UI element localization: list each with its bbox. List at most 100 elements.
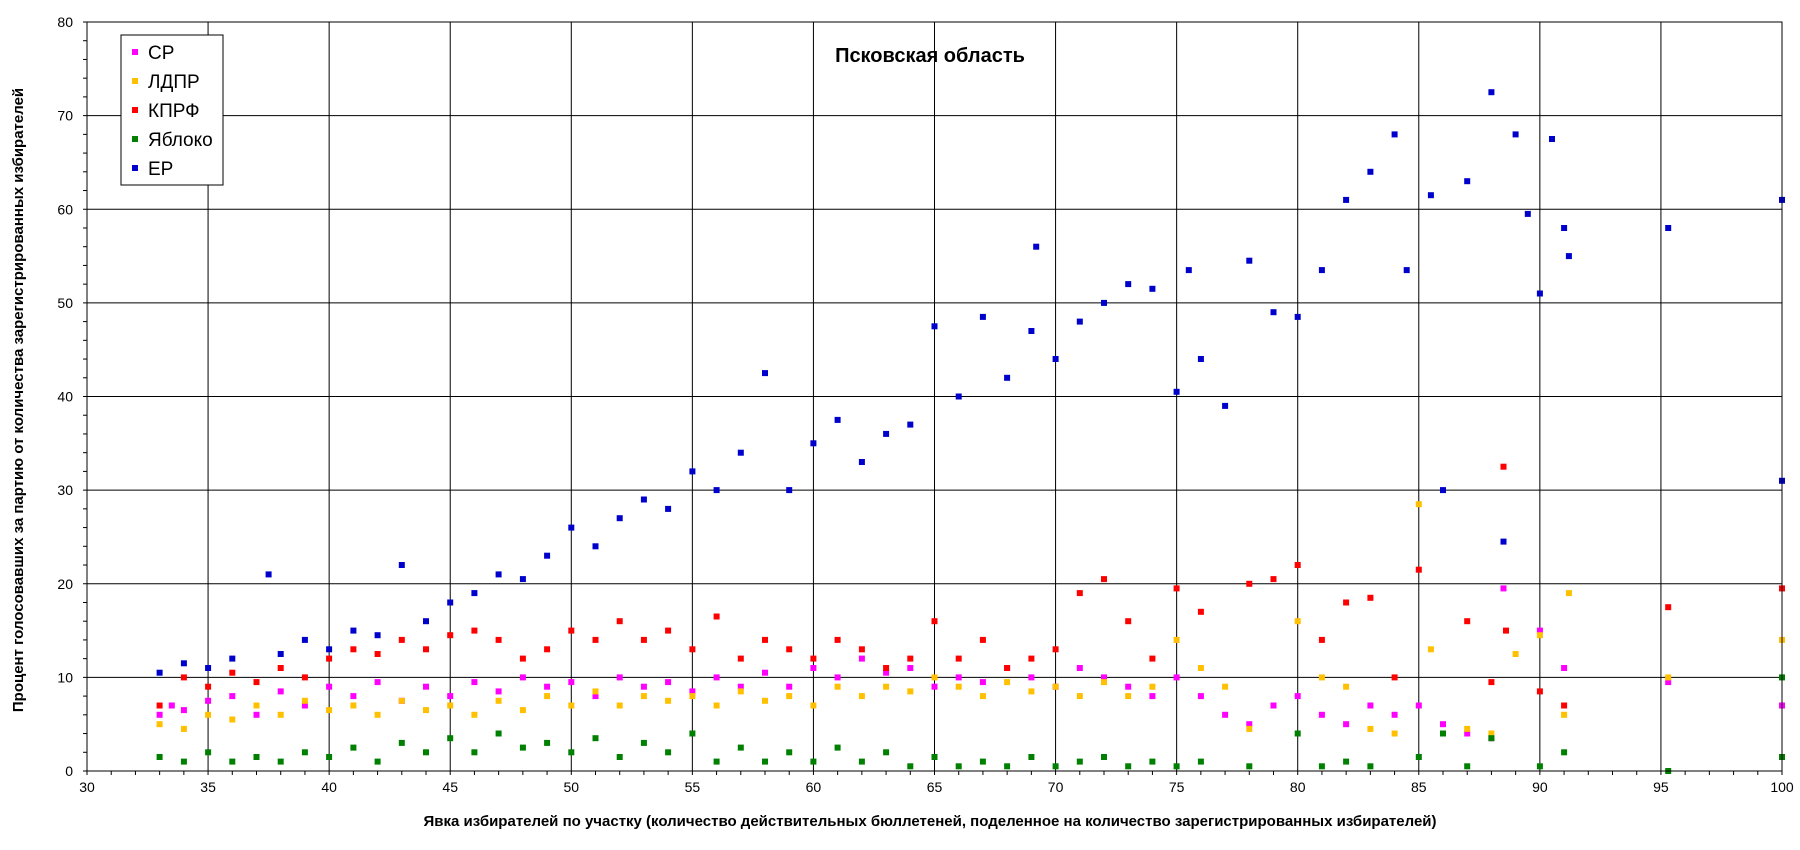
point-ЛДПР [229, 716, 236, 723]
point-Яблоко [979, 758, 986, 765]
y-tick-label: 10 [57, 669, 73, 685]
point-ЕР [1149, 285, 1156, 292]
point-ЛДПР [762, 697, 768, 704]
point-ЕР [1246, 257, 1253, 264]
point-ЕР [1464, 178, 1471, 185]
point-ЕР [301, 636, 308, 643]
point-ЛДПР [1125, 693, 1132, 700]
point-ЛДПР [592, 688, 599, 695]
point-СР [1536, 627, 1543, 634]
point-Яблоко [277, 758, 284, 765]
point-ЕР [277, 651, 284, 657]
x-tick-label: 100 [1770, 779, 1794, 795]
point-ЕР [229, 655, 236, 662]
point-ЛДПР [1076, 693, 1083, 700]
point-ЛДПР [1536, 632, 1543, 639]
point-СР [1101, 674, 1107, 681]
point-ЕР [1222, 402, 1229, 409]
point-КПРФ [447, 632, 454, 639]
point-ЛДПР [858, 693, 865, 700]
point-КПРФ [495, 636, 502, 643]
point-ЕР [1512, 131, 1519, 138]
point-СР [326, 683, 333, 690]
point-СР [447, 693, 454, 700]
x-tick-label: 40 [321, 779, 337, 795]
point-КПРФ [1125, 618, 1132, 625]
point-КПРФ [810, 655, 817, 662]
point-Яблоко [592, 735, 599, 742]
point-КПРФ [301, 674, 308, 681]
point-КПРФ [1294, 562, 1301, 568]
point-СР [737, 683, 744, 690]
point-Яблоко [834, 744, 841, 751]
point-ЕР [350, 627, 357, 634]
point-ЕР [834, 416, 841, 423]
plot-frame [86, 21, 1783, 772]
point-ЕР [544, 552, 551, 559]
x-tick-label: 85 [1411, 779, 1427, 795]
point-СР [1561, 665, 1568, 671]
point-ЕР [1561, 225, 1568, 231]
point-КПРФ [1197, 608, 1204, 615]
point-СР [1665, 679, 1672, 686]
point-КПРФ [1503, 627, 1509, 634]
point-ЛДПР [810, 702, 817, 709]
point-КПРФ [1415, 566, 1422, 573]
point-ЛДПР [1294, 618, 1301, 625]
legend-label: ЛДПР [148, 72, 200, 93]
point-ЕР [1343, 196, 1350, 203]
point-Яблоко [471, 749, 478, 756]
point-ЕР [1028, 328, 1035, 334]
point-ЛДПР [1246, 725, 1253, 732]
point-КПРФ [180, 674, 187, 681]
point-КПРФ [229, 669, 236, 676]
point-ЕР [1536, 290, 1543, 297]
point-ЛДПР [253, 702, 260, 709]
point-ЕР [1524, 210, 1531, 217]
point-ЕР [592, 543, 599, 550]
point-ЛДПР [1391, 730, 1398, 737]
point-ЕР [568, 524, 575, 531]
point-КПРФ [834, 636, 841, 643]
point-ЛДПР [979, 693, 986, 700]
y-tick-label: 30 [57, 482, 73, 498]
y-tick-label: 70 [57, 108, 73, 124]
point-ЕР [907, 421, 914, 428]
point-ЛДПР [1004, 679, 1011, 686]
point-КПРФ [1391, 674, 1398, 681]
point-ЛДПР [1367, 725, 1374, 732]
point-КПРФ [519, 655, 526, 662]
point-Яблоко [180, 758, 187, 765]
point-КПРФ [883, 665, 890, 671]
point-Яблоко [762, 758, 768, 765]
point-Яблоко [156, 754, 163, 760]
point-ЛДПР [737, 688, 744, 695]
point-КПРФ [350, 646, 357, 653]
y-tick-label: 50 [57, 295, 73, 311]
point-Яблоко [1318, 763, 1325, 770]
point-СР [1318, 711, 1325, 718]
point-ЛДПР [1565, 590, 1572, 597]
point-КПРФ [423, 646, 429, 653]
point-ЕР [1052, 356, 1059, 362]
point-СР [1173, 674, 1180, 681]
point-КПРФ [471, 627, 478, 634]
point-СР [883, 669, 890, 676]
point-ЛДПР [1665, 674, 1672, 681]
legend: СР ЛДПР КПРФ Яблоко ЕР [120, 34, 224, 186]
point-КПРФ [1149, 655, 1156, 662]
point-СР [858, 655, 865, 662]
legend-marker [132, 49, 138, 55]
point-СР [180, 707, 187, 714]
tick-labels: 30 35 40 45 50 55 60 65 70 75 80 85 90 95 100 0 10 20 30 40… [57, 14, 1793, 795]
point-Яблоко [423, 749, 429, 756]
point-ЛДПР [665, 697, 672, 704]
y-tick-label: 0 [65, 763, 73, 779]
legend-label: СР [148, 43, 174, 64]
point-КПРФ [1561, 702, 1568, 709]
point-ЕР [1549, 136, 1555, 142]
point-ЕР [374, 632, 381, 639]
point-Яблоко [907, 763, 914, 770]
point-СР [301, 702, 308, 709]
